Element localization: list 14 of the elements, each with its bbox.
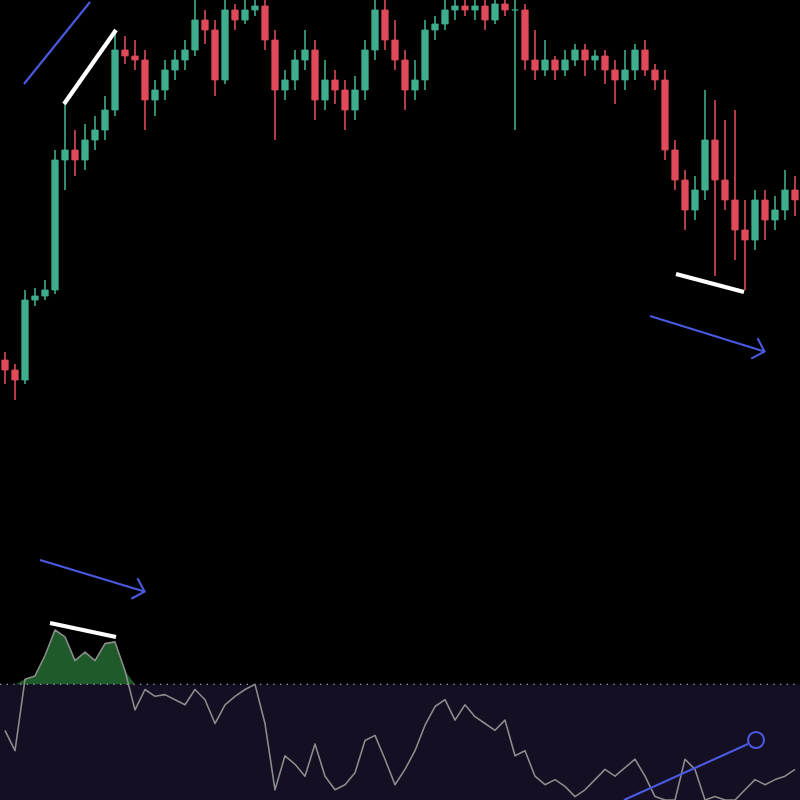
candlestick <box>751 189 759 251</box>
candlestick <box>591 49 599 71</box>
candlestick <box>71 129 79 177</box>
candlestick <box>761 189 769 241</box>
candlestick <box>541 39 549 77</box>
candlestick <box>491 0 499 25</box>
candlestick <box>481 0 489 31</box>
candlestick <box>231 3 239 31</box>
candlestick <box>791 175 799 217</box>
candlestick <box>581 43 589 77</box>
candlestick <box>511 0 519 131</box>
candlestick <box>471 0 479 21</box>
candlestick <box>551 55 559 81</box>
candlestick <box>321 59 329 111</box>
